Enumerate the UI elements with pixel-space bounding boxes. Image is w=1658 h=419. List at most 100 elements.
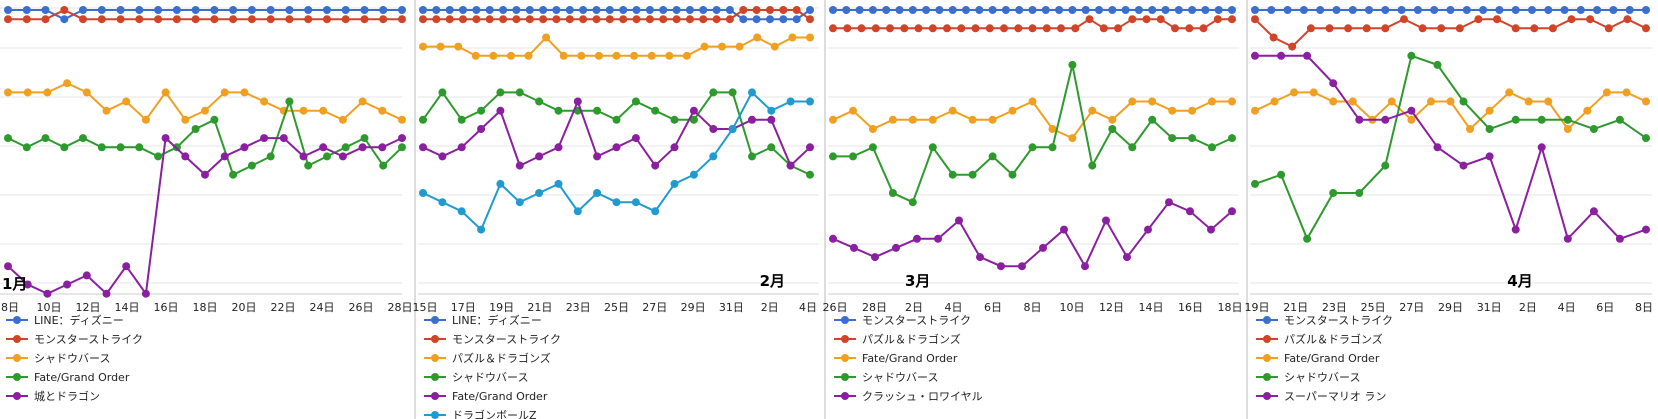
data-point — [260, 97, 269, 106]
data-point — [948, 106, 957, 115]
data-point — [1060, 225, 1068, 234]
data-point — [378, 143, 387, 152]
data-point — [748, 115, 756, 124]
data-point — [829, 24, 837, 33]
data-point — [806, 15, 814, 24]
data-point — [161, 134, 170, 143]
data-point — [432, 15, 441, 24]
data-point — [672, 6, 681, 14]
data-point — [1008, 106, 1017, 115]
month-label: 1月 — [2, 275, 27, 293]
data-point — [1381, 115, 1390, 124]
data-point — [645, 6, 654, 14]
series-1 — [4, 6, 406, 24]
data-point — [1548, 24, 1557, 33]
x-tick-label: 23日 — [1322, 301, 1347, 314]
data-point — [857, 24, 866, 33]
data-point — [806, 97, 814, 106]
data-point — [1251, 179, 1259, 188]
data-point — [116, 6, 125, 14]
data-point — [689, 106, 698, 115]
data-point — [748, 88, 756, 97]
data-point — [871, 24, 880, 33]
x-tick-label: 2日 — [905, 301, 923, 314]
data-point — [82, 271, 91, 280]
data-point — [665, 51, 674, 60]
data-point — [975, 6, 984, 14]
series-4 — [829, 60, 1236, 207]
data-point — [842, 6, 851, 14]
data-point — [1228, 207, 1236, 216]
data-point — [786, 161, 795, 170]
data-point — [1269, 33, 1278, 42]
x-tick-label: 26日 — [823, 301, 848, 314]
legend-marker — [13, 392, 21, 400]
data-point — [612, 143, 621, 152]
data-point — [1161, 6, 1170, 14]
data-point — [496, 179, 505, 188]
data-point — [849, 106, 857, 115]
data-point — [1407, 51, 1416, 60]
data-point — [709, 152, 718, 161]
series-4 — [1251, 51, 1650, 243]
data-point — [1199, 24, 1208, 33]
data-point — [1014, 24, 1023, 33]
data-point — [419, 143, 427, 152]
legend-marker — [1263, 392, 1271, 400]
x-tick-label: 23日 — [566, 301, 591, 314]
data-point — [752, 6, 761, 14]
data-point — [767, 143, 776, 152]
data-point — [1530, 24, 1539, 33]
data-point — [579, 6, 588, 14]
data-point — [1121, 6, 1130, 14]
x-tick-label: 2日 — [1519, 301, 1537, 314]
x-tick-label: 29日 — [681, 301, 706, 314]
data-point — [438, 152, 447, 161]
data-point — [651, 207, 660, 216]
data-point — [1208, 97, 1216, 106]
data-point — [1283, 6, 1292, 14]
legend-marker — [841, 373, 849, 381]
data-point — [1039, 243, 1047, 252]
series-2 — [1251, 15, 1650, 51]
data-point — [496, 106, 505, 115]
data-point — [266, 6, 275, 14]
data-point — [97, 143, 106, 152]
data-point — [554, 106, 563, 115]
data-point — [1213, 15, 1222, 24]
data-point — [700, 42, 709, 51]
data-point — [1099, 24, 1108, 33]
data-point — [499, 15, 508, 24]
data-point — [1251, 6, 1259, 14]
data-point — [1057, 24, 1065, 33]
legend-marker — [1263, 316, 1271, 324]
x-tick-label: 8日 — [1024, 301, 1042, 314]
data-point — [1466, 125, 1474, 133]
data-point — [1156, 15, 1165, 24]
legend-marker — [1263, 373, 1271, 381]
data-point — [341, 6, 350, 14]
data-point — [97, 15, 106, 24]
x-tick-label: 20日 — [232, 301, 257, 314]
data-point — [1186, 207, 1194, 216]
data-point — [1505, 88, 1514, 97]
data-point — [1068, 60, 1077, 69]
data-point — [573, 97, 582, 106]
data-point — [1088, 161, 1097, 170]
x-tick-label: 21日 — [1283, 301, 1308, 314]
data-point — [1589, 125, 1598, 133]
data-point — [948, 6, 957, 14]
data-point — [398, 115, 406, 124]
data-point — [220, 88, 229, 97]
data-point — [1642, 6, 1650, 14]
data-point — [1413, 6, 1422, 14]
data-point — [229, 15, 238, 24]
data-point — [1586, 15, 1595, 24]
data-point — [988, 6, 997, 14]
data-point — [60, 15, 69, 24]
data-point — [398, 6, 406, 14]
data-point — [786, 97, 795, 106]
data-point — [1267, 6, 1276, 14]
